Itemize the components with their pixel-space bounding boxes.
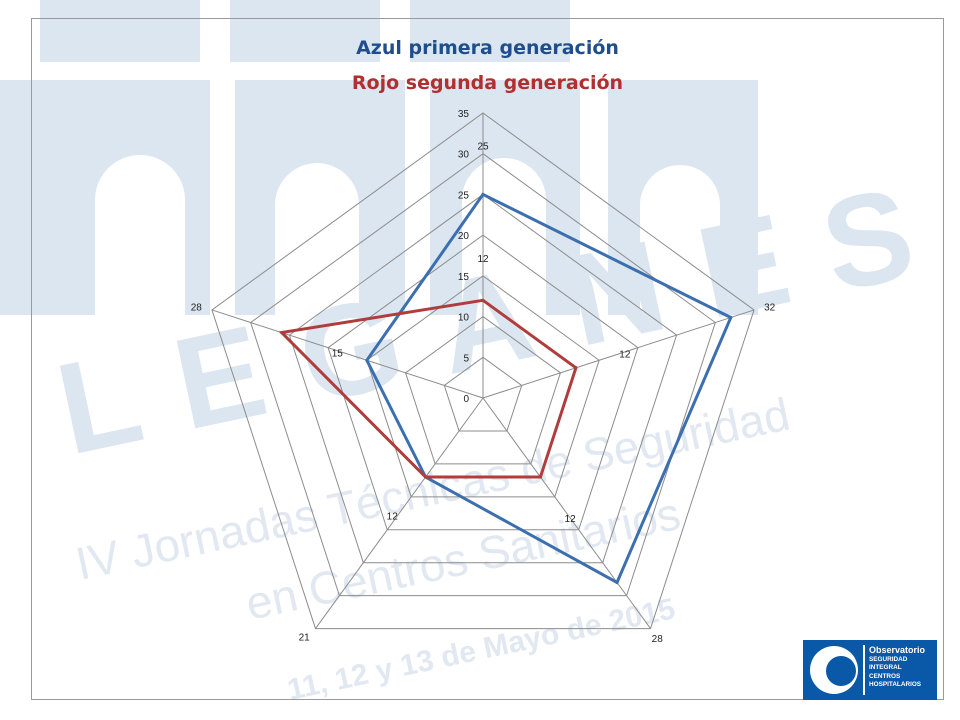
observatorio-logo: Observatorio SEGURIDAD INTEGRAL CENTROS … [803,640,937,700]
radar-data-label-s1-3: 21 [299,632,311,643]
radar-tick-label-20: 20 [458,231,470,242]
logo-divider [863,645,865,695]
radar-series-2-point-2 [538,475,542,479]
logo-circle-icon [810,646,858,694]
radar-spoke-2 [482,397,651,629]
radar-series-2-point-4 [280,331,284,335]
radar-series-1-line [365,192,733,585]
radar-tick-label-25: 25 [458,190,470,201]
logo-line1: Observatorio [869,645,926,655]
radar-grid-ring-25 [288,193,678,564]
radar-spoke-4 [211,309,484,399]
logo-line5: HOSPITALARIOS [869,680,922,688]
radar-tick-label-10: 10 [458,313,470,324]
radar-data-label-s2-1: 12 [619,350,631,361]
radar-series-1-point-0 [481,192,485,196]
radar-data-label-s1-0: 25 [477,142,489,153]
radar-tick-label-5: 5 [463,353,469,364]
logo-line2: SEGURIDAD [869,656,908,663]
radar-data-label-s2-0: 12 [477,254,489,265]
radar-series-1-point-2 [615,580,619,584]
radar-series-1-point-1 [729,315,733,319]
radar-data-label-s1-2: 28 [652,634,664,645]
radar-data-label-s1-1: 32 [764,303,776,314]
logo-line4: CENTROS [869,672,901,680]
radar-tick-label-30: 30 [458,150,470,161]
radar-series-1-point-4 [365,358,369,362]
chart-title-line1: Azul primera generación [356,37,619,59]
radar-data-label-s2-4: 15 [332,348,344,359]
radar-grid-ring-15 [366,275,600,498]
radar-data-label-s2-3: 12 [387,511,399,522]
radar-grid-ring-20 [327,234,639,531]
radar-series-2-point-3 [424,475,428,479]
radar-spoke-3 [315,397,484,629]
radar-data-label-s2-2: 12 [565,514,577,525]
radar-grid-ring-5 [443,356,523,432]
radar-grid-ring-35 [211,112,755,630]
radar-grid-ring-10 [404,315,562,465]
radar-series-2-point-0 [481,298,485,302]
radar-series-2-point-1 [574,366,578,370]
radar-tick-label-35: 35 [458,109,470,120]
radar-tick-label-0: 0 [463,394,469,405]
logo-text: Observatorio SEGURIDAD INTEGRAL CENTROS … [869,645,925,689]
chart-title-line2: Rojo segunda generación [351,72,624,94]
radar-grid-ring-30 [250,153,716,597]
radar-data-label-s1-4: 28 [191,303,203,314]
radar-series-2-line [278,298,578,479]
chart-frame [31,18,944,700]
radar-spoke-1 [482,309,755,399]
radar-tick-label-15: 15 [458,272,470,283]
logo-line3: INTEGRAL [869,664,902,672]
